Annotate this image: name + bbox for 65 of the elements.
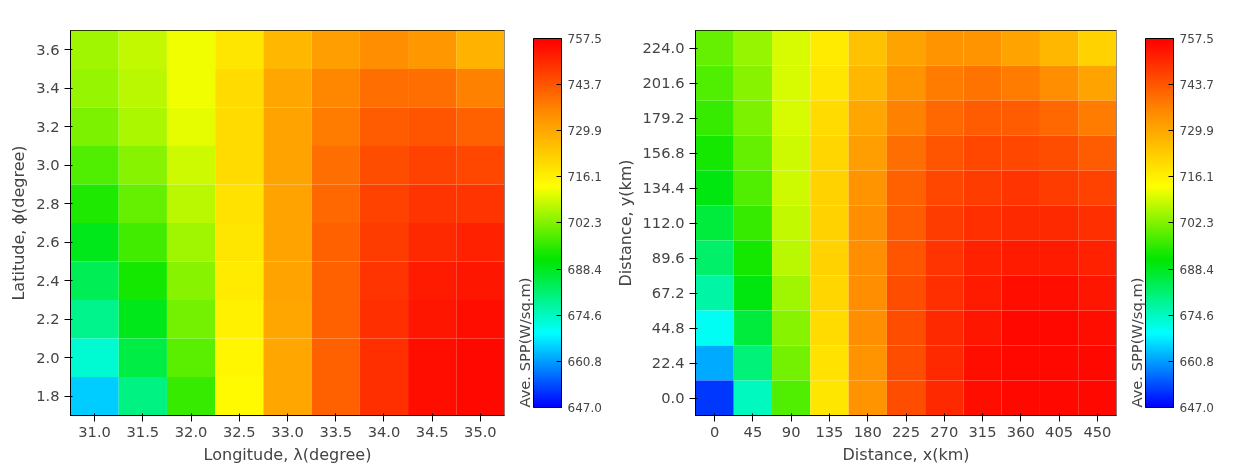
x-tick-label: 315 [968, 422, 997, 440]
y-tick-label: 3.0 [36, 156, 60, 174]
y-tick-label: 156.8 [642, 144, 685, 161]
x-tick-label: 32.0 [174, 422, 208, 440]
y-tick-label: 0.0 [661, 389, 685, 406]
x-tick-label: 450 [1083, 422, 1112, 440]
color-bar-label: 757.5 [1179, 32, 1214, 46]
color-bar-label: 702.3 [567, 216, 602, 231]
x-tick-label: 45 [743, 422, 763, 440]
y-tick-label: 134.4 [642, 179, 685, 196]
x-tick-label: 34.0 [367, 422, 401, 440]
y-tick-label: 2.4 [36, 271, 60, 289]
y-axis-title: Latitude, ϕ(degree) [9, 145, 29, 301]
color-bar-label: 674.6 [1179, 308, 1214, 323]
x-tick-label: 270 [930, 422, 959, 440]
x-axis-title: Distance, x(km) [842, 444, 970, 464]
color-bar-label: 743.7 [1179, 78, 1214, 93]
x-tick-label: 35.0 [464, 422, 497, 440]
x-tick-label: 405 [1045, 422, 1074, 440]
x-tick-label: 360 [1006, 422, 1035, 440]
color-bar-label: 674.6 [567, 308, 602, 323]
color-bar-label: 660.8 [1179, 354, 1214, 369]
y-tick-label: 89.6 [651, 249, 685, 266]
color-bar-label: 647.0 [567, 401, 602, 415]
color-bar-label: 660.8 [567, 354, 602, 369]
y-axis-title: Distance, y(km) [615, 159, 635, 287]
y-tick-label: 112.0 [642, 214, 685, 231]
color-bar-label: 702.3 [1179, 216, 1214, 231]
x-tick-label: 0 [709, 422, 720, 440]
y-tick-label: 201.6 [642, 74, 685, 91]
y-tick-label: 3.6 [36, 40, 60, 58]
x-tick-label: 33.5 [319, 422, 353, 440]
y-tick-label: 3.2 [36, 117, 60, 135]
color-bar-label: 688.4 [1179, 262, 1214, 277]
x-tick-label: 90 [781, 422, 801, 440]
color-bar-title: Ave. SPP(W/sq.m) [515, 277, 533, 408]
color-bar-label: 743.7 [567, 78, 602, 93]
x-tick-label: 180 [853, 422, 882, 440]
x-tick-label: 33.0 [271, 422, 304, 440]
x-tick-label: 225 [892, 422, 920, 440]
color-bar-label: 729.9 [567, 124, 602, 139]
y-tick-label: 67.2 [651, 284, 685, 301]
y-tick-label: 2.8 [36, 194, 60, 212]
color-bar-label: 688.4 [567, 262, 602, 277]
color-bar-label: 716.1 [567, 170, 602, 185]
color-bar-title: Ave. SPP(W/sq.m) [1127, 277, 1145, 408]
color-bar-label: 757.5 [567, 32, 602, 46]
x-tick-label: 31.5 [126, 422, 160, 440]
y-tick-label: 44.8 [651, 319, 685, 336]
color-bar-label: 716.1 [1179, 170, 1214, 185]
y-tick-label: 2.6 [36, 233, 60, 251]
y-tick-label: 3.4 [36, 79, 60, 97]
y-tick-label: 224.0 [642, 39, 685, 56]
y-tick-label: 2.0 [36, 348, 60, 366]
y-tick-label: 179.2 [642, 109, 685, 126]
y-tick-label: 22.4 [651, 354, 685, 371]
y-tick-label: 2.2 [36, 310, 60, 328]
y-tick-label: 1.8 [36, 387, 60, 405]
color-bar-label: 729.9 [1179, 124, 1214, 139]
x-tick-label: 135 [815, 422, 844, 440]
x-tick-label: 34.5 [415, 422, 449, 440]
x-axis-title: Longitude, λ(degree) [203, 444, 372, 464]
x-tick-label: 32.5 [222, 422, 256, 440]
x-tick-label: 31.0 [78, 422, 111, 440]
color-bar-label: 647.0 [1179, 401, 1214, 415]
